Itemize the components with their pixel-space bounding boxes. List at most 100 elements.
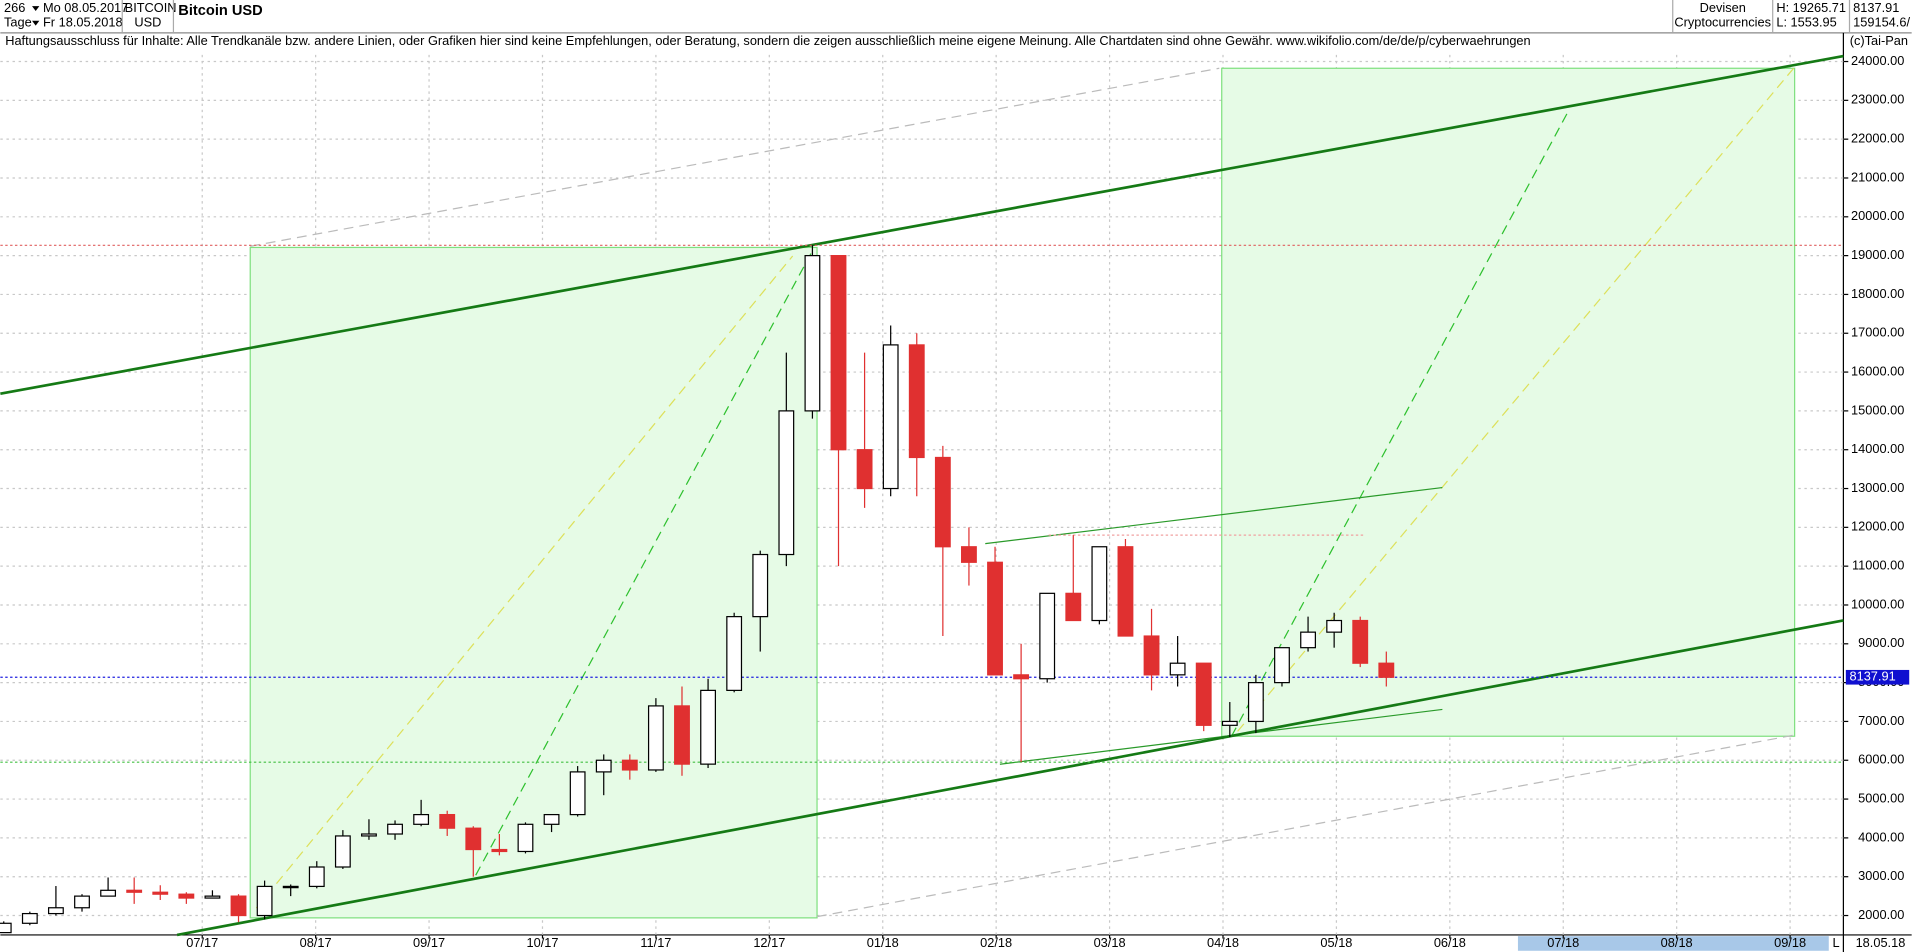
y-tick-label: 17000.00 bbox=[1851, 325, 1904, 340]
candle-body bbox=[621, 759, 638, 771]
channel-line bbox=[985, 486, 1443, 545]
dashed-line bbox=[816, 734, 1795, 918]
candle-body bbox=[1117, 546, 1134, 637]
dropdown-icon[interactable] bbox=[32, 6, 40, 11]
drawings bbox=[0, 54, 1844, 937]
levels bbox=[0, 244, 1844, 763]
candle-body bbox=[543, 813, 560, 825]
candle-body bbox=[1091, 546, 1108, 622]
candle-body bbox=[1039, 592, 1056, 680]
x-tick-label: 07/17 bbox=[186, 935, 218, 950]
candle-body bbox=[726, 616, 743, 691]
candle-body bbox=[100, 889, 117, 897]
dashed-line bbox=[255, 255, 794, 909]
low: L: 1553.95 bbox=[1776, 15, 1836, 30]
candle-body bbox=[830, 255, 847, 451]
x-tick-label: 12/17 bbox=[753, 935, 785, 950]
candle-body bbox=[934, 456, 951, 548]
y-tick-label: 23000.00 bbox=[1851, 92, 1904, 107]
last: 8137.91 bbox=[1853, 0, 1899, 15]
x-tick-label: 07/18 bbox=[1547, 935, 1579, 950]
y-tick-label: 4000.00 bbox=[1858, 829, 1904, 844]
trend-line bbox=[0, 54, 1844, 396]
candle-body bbox=[21, 912, 38, 924]
candle-body bbox=[413, 813, 430, 825]
header-bg bbox=[0, 0, 1912, 33]
candle-body bbox=[74, 895, 90, 909]
y-tick-label: 11000.00 bbox=[1852, 558, 1904, 573]
candle-body bbox=[804, 255, 821, 412]
copyright: (c)Tai-Pan bbox=[1850, 33, 1908, 48]
y-tick-label: 2000.00 bbox=[1858, 907, 1904, 922]
date-from: Mo 08.05.2017 bbox=[43, 0, 128, 15]
scale: L bbox=[1833, 935, 1840, 950]
candle-body bbox=[1221, 720, 1238, 726]
y-tick-label: 3000.00 bbox=[1858, 868, 1904, 883]
x-tick-label: 08/18 bbox=[1661, 935, 1693, 950]
y-tick-label: 10000.00 bbox=[1851, 596, 1904, 611]
x-tick-label: 06/18 bbox=[1434, 935, 1466, 950]
candle-body bbox=[1195, 662, 1212, 726]
y-tick-label: 16000.00 bbox=[1851, 363, 1904, 378]
date-to: Fr 18.05.2018 bbox=[43, 15, 123, 30]
x-tick-label: 08/17 bbox=[300, 935, 332, 950]
candle-body bbox=[987, 561, 1003, 676]
dashed-line bbox=[250, 67, 1220, 247]
candle-body bbox=[1013, 674, 1030, 680]
candle-body bbox=[361, 833, 377, 837]
candle-body bbox=[334, 835, 351, 868]
candle-body bbox=[178, 893, 195, 899]
y-tick-label: 24000.00 bbox=[1851, 53, 1904, 68]
candle-body bbox=[204, 895, 221, 899]
box bbox=[249, 246, 818, 919]
candle-body bbox=[387, 823, 403, 835]
candle-body bbox=[517, 823, 534, 853]
candle-body bbox=[908, 344, 925, 459]
market: Devisen bbox=[1700, 0, 1746, 15]
candle-body bbox=[595, 759, 612, 773]
candle-body bbox=[1143, 635, 1160, 676]
x-tick-label: 11/17 bbox=[640, 935, 671, 950]
candle-body bbox=[1274, 647, 1290, 684]
x-tick-label: 09/17 bbox=[413, 935, 445, 950]
trend-line bbox=[176, 619, 1844, 937]
x-tick-label: 02/18 bbox=[980, 935, 1012, 950]
dropdown-icon[interactable] bbox=[32, 20, 40, 26]
y-tick-label: 18000.00 bbox=[1851, 286, 1904, 301]
dashed-line bbox=[1230, 109, 1570, 737]
candle-body bbox=[752, 553, 769, 618]
candle-body bbox=[1065, 592, 1082, 622]
x-tick-label: 10/17 bbox=[526, 935, 558, 950]
dashed-line bbox=[475, 253, 812, 876]
last-price-label: 8137.91 bbox=[1849, 669, 1895, 684]
candle-body bbox=[1352, 619, 1369, 664]
candle-body bbox=[647, 705, 664, 771]
y-tick-label: 7000.00 bbox=[1858, 713, 1904, 728]
title: Bitcoin USD bbox=[178, 3, 262, 19]
y-tick-label: 20000.00 bbox=[1851, 208, 1904, 223]
y-tick-label: 19000.00 bbox=[1851, 247, 1904, 262]
candle-body bbox=[256, 885, 273, 917]
high: H: 19265.71 bbox=[1776, 0, 1846, 15]
candle-body bbox=[778, 410, 795, 556]
x-tick-label: 01/18 bbox=[867, 935, 899, 950]
candle-body bbox=[0, 922, 12, 934]
candle-body bbox=[1247, 682, 1264, 723]
y-tick-label: 13000.00 bbox=[1851, 480, 1904, 495]
candle-body bbox=[1326, 619, 1343, 633]
future-band bbox=[1517, 936, 1829, 951]
period[interactable]: 266 bbox=[4, 0, 25, 15]
candle-body bbox=[1169, 662, 1186, 676]
candle-body bbox=[882, 344, 899, 490]
y-tick-label: 22000.00 bbox=[1851, 131, 1904, 146]
unit: Tage bbox=[4, 15, 32, 30]
volume: 159154.6/ bbox=[1853, 15, 1910, 30]
box bbox=[1221, 67, 1796, 737]
y-tick-label: 15000.00 bbox=[1851, 402, 1904, 417]
symbol: BITCOIN bbox=[125, 0, 177, 15]
candle-body bbox=[1378, 662, 1395, 678]
candle-body bbox=[491, 848, 508, 853]
disclaimer: Haftungsausschluss für Inhalte: Alle Tre… bbox=[5, 33, 1530, 48]
